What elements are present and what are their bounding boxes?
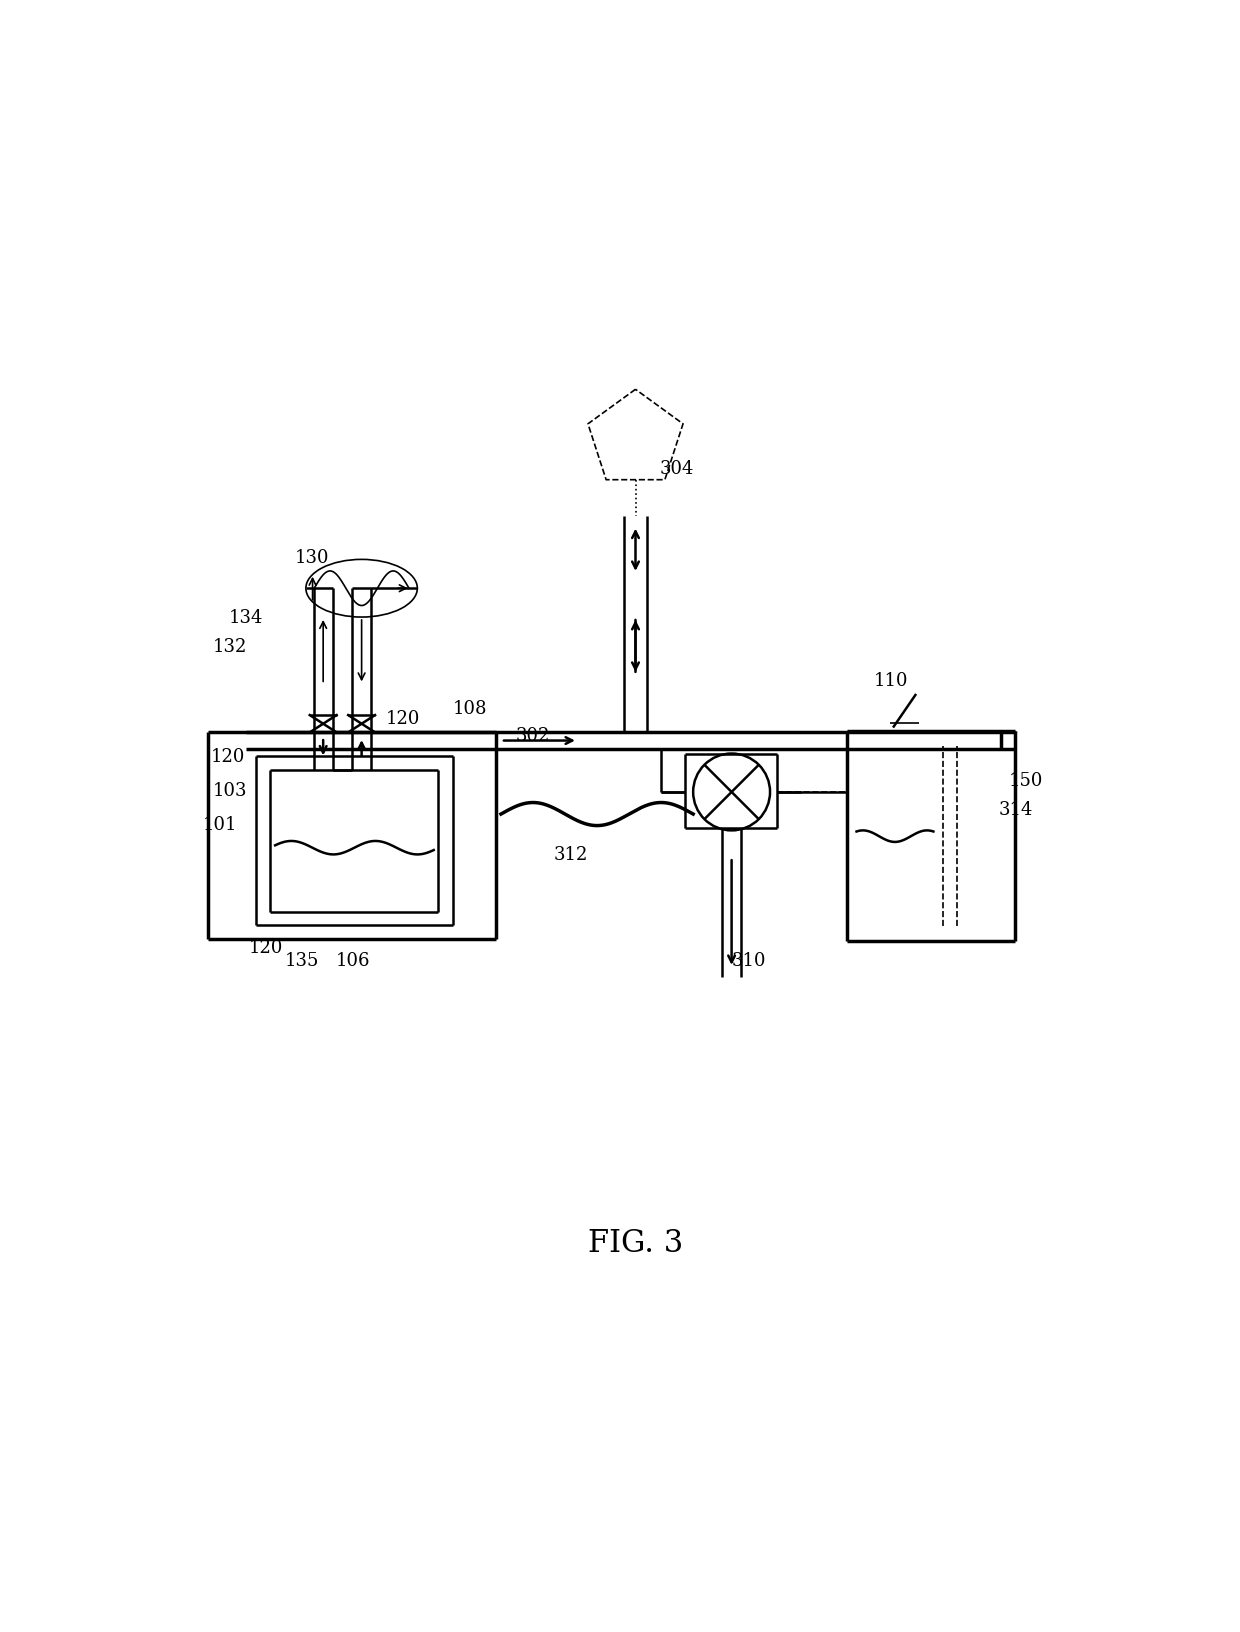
- Text: 120: 120: [249, 938, 284, 956]
- Text: 106: 106: [336, 951, 371, 969]
- Text: 135: 135: [285, 951, 319, 969]
- Text: 134: 134: [229, 609, 263, 627]
- Text: 150: 150: [1008, 772, 1043, 790]
- Text: 310: 310: [732, 951, 766, 969]
- Text: 120: 120: [211, 747, 246, 765]
- Text: 101: 101: [203, 814, 238, 834]
- Text: 110: 110: [874, 671, 909, 689]
- Text: 120: 120: [386, 710, 420, 728]
- Text: 304: 304: [660, 460, 694, 478]
- Text: FIG. 3: FIG. 3: [588, 1227, 683, 1258]
- Text: 312: 312: [554, 845, 588, 863]
- Text: 314: 314: [998, 801, 1033, 819]
- Text: 103: 103: [213, 782, 247, 800]
- Text: 302: 302: [516, 726, 549, 744]
- Text: 130: 130: [294, 548, 329, 568]
- Text: 108: 108: [453, 700, 487, 718]
- Text: 132: 132: [213, 638, 247, 656]
